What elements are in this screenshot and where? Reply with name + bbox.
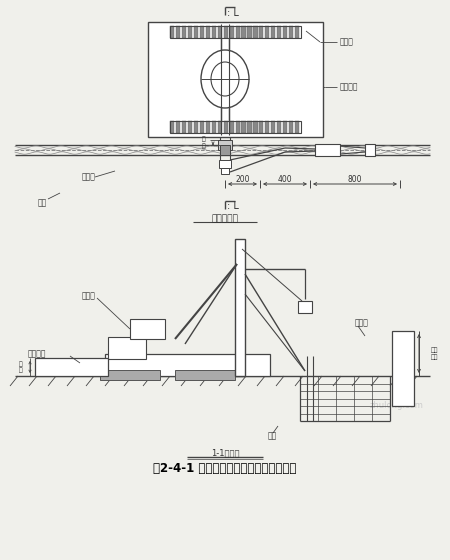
Bar — [230, 26, 234, 38]
Bar — [265, 121, 270, 133]
Bar — [182, 121, 186, 133]
Bar — [200, 121, 204, 133]
Text: 控控站: 控控站 — [81, 292, 95, 301]
Text: : L: : L — [227, 8, 239, 18]
Bar — [235, 26, 240, 38]
Bar — [253, 26, 257, 38]
Bar — [221, 168, 229, 174]
Bar — [277, 26, 281, 38]
Text: 元地: 元地 — [38, 198, 47, 208]
Text: 1-1剖置图: 1-1剖置图 — [211, 449, 239, 458]
Text: 垫
块: 垫 块 — [201, 137, 205, 148]
Bar — [220, 145, 230, 155]
Bar — [35, 358, 108, 376]
Bar — [242, 121, 246, 133]
Bar — [224, 121, 228, 133]
Bar — [283, 26, 287, 38]
Bar — [176, 121, 180, 133]
Bar — [219, 160, 231, 168]
Bar — [277, 121, 281, 133]
Bar — [148, 22, 323, 137]
Ellipse shape — [201, 50, 249, 108]
Bar — [188, 121, 192, 133]
Bar — [248, 26, 252, 38]
Bar — [105, 354, 270, 376]
Bar — [176, 26, 180, 38]
Bar — [218, 140, 232, 150]
Text: 套管机: 套管机 — [355, 319, 369, 328]
Bar — [170, 26, 174, 38]
Text: 400: 400 — [278, 175, 292, 184]
Bar — [392, 331, 414, 406]
Bar — [200, 26, 204, 38]
Text: 平面示意图: 平面示意图 — [212, 214, 239, 223]
Bar — [271, 26, 275, 38]
Bar — [206, 26, 210, 38]
Text: : L: : L — [227, 201, 239, 211]
Text: 平
台: 平 台 — [18, 361, 22, 373]
Bar — [218, 26, 222, 38]
Bar — [224, 26, 228, 38]
Text: 200: 200 — [235, 175, 250, 184]
Bar — [175, 370, 235, 380]
Bar — [212, 121, 216, 133]
Bar — [242, 26, 246, 38]
Bar — [218, 121, 222, 133]
Bar — [188, 26, 192, 38]
Bar — [182, 26, 186, 38]
Bar — [315, 144, 340, 156]
Text: 控控站: 控控站 — [340, 38, 354, 46]
Bar — [365, 144, 375, 156]
Bar — [295, 26, 299, 38]
Text: 800: 800 — [348, 175, 362, 184]
Bar — [170, 26, 301, 38]
Bar — [289, 121, 293, 133]
Bar — [100, 370, 160, 380]
Bar — [235, 121, 240, 133]
Bar — [212, 26, 216, 38]
Bar — [259, 121, 264, 133]
Text: 作业平台: 作业平台 — [340, 82, 359, 91]
Bar — [298, 301, 312, 313]
Bar — [206, 121, 210, 133]
Bar — [130, 319, 165, 339]
Bar — [235, 239, 245, 376]
Bar — [230, 121, 234, 133]
Bar — [271, 121, 275, 133]
Text: 套管机: 套管机 — [81, 172, 95, 181]
Bar — [259, 26, 264, 38]
Bar — [289, 26, 293, 38]
Bar — [108, 337, 146, 359]
Text: 图2-4-1 抓斗与套管钻机相对位置示意图: 图2-4-1 抓斗与套管钻机相对位置示意图 — [153, 463, 297, 475]
Bar — [170, 121, 301, 133]
Bar — [248, 121, 252, 133]
Bar — [170, 121, 174, 133]
Bar — [283, 121, 287, 133]
Bar — [295, 121, 299, 133]
Text: zhulong.com: zhulong.com — [370, 402, 424, 410]
Ellipse shape — [211, 62, 239, 96]
Bar — [253, 121, 257, 133]
Text: 套管
高出: 套管 高出 — [431, 347, 438, 360]
Text: 作业平台: 作业平台 — [28, 349, 46, 358]
Text: 元地: 元地 — [268, 432, 277, 441]
Bar — [265, 26, 270, 38]
Bar — [194, 26, 198, 38]
Bar — [194, 121, 198, 133]
